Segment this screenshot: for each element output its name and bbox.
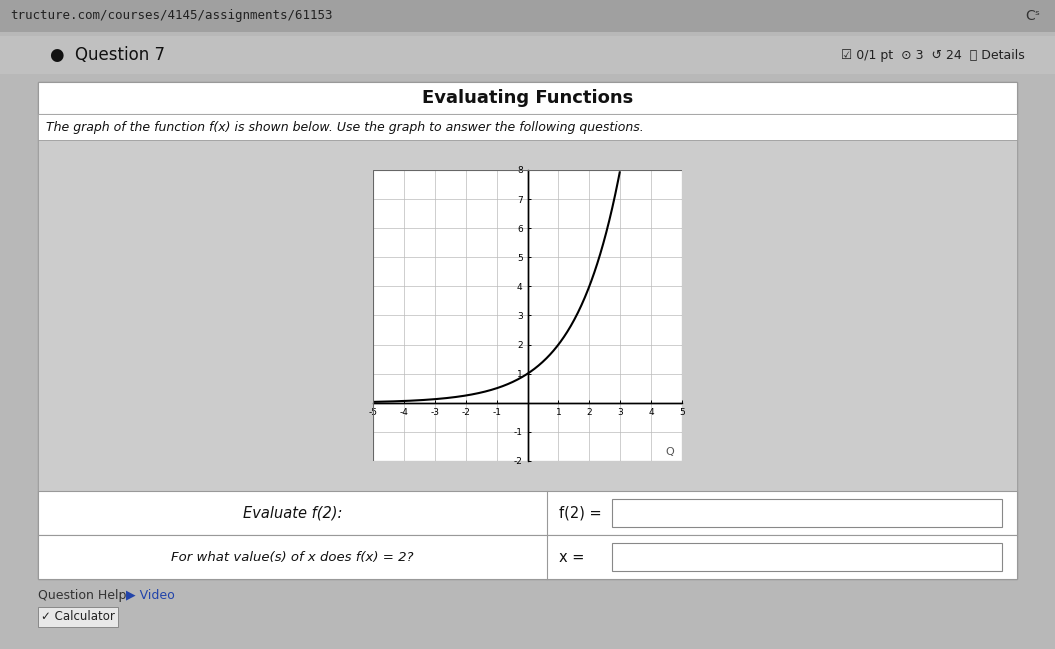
- Text: ●  Question 7: ● Question 7: [50, 46, 165, 64]
- Text: ✓ Calculator: ✓ Calculator: [41, 611, 115, 624]
- Bar: [612, 499, 1002, 527]
- Text: Evaluating Functions: Evaluating Functions: [422, 89, 633, 107]
- Text: Evaluate f(2):: Evaluate f(2):: [243, 506, 342, 520]
- Bar: [0, 36, 1055, 74]
- Text: For what value(s) of x does f(x) = 2?: For what value(s) of x does f(x) = 2?: [171, 550, 414, 563]
- Text: Q: Q: [666, 447, 674, 458]
- Text: Question Help:: Question Help:: [38, 589, 131, 602]
- Bar: [612, 543, 1002, 571]
- Text: x =: x =: [559, 550, 584, 565]
- Text: ▶ Video: ▶ Video: [126, 589, 175, 602]
- Bar: [38, 114, 1017, 140]
- Bar: [38, 535, 1017, 579]
- Bar: [38, 82, 1017, 114]
- Bar: [38, 140, 1017, 491]
- Text: f(2) =: f(2) =: [559, 506, 601, 520]
- Bar: [0, 0, 1055, 32]
- Bar: [38, 491, 1017, 535]
- Text: ☑ 0/1 pt  ⊙ 3  ↺ 24  ⓘ Details: ☑ 0/1 pt ⊙ 3 ↺ 24 ⓘ Details: [841, 49, 1025, 62]
- Bar: [38, 82, 1017, 579]
- Bar: [38, 607, 118, 627]
- Text: The graph of the function f(x) is shown below. Use the graph to answer the follo: The graph of the function f(x) is shown …: [46, 121, 644, 134]
- Text: tructure.com/courses/4145/assignments/61153: tructure.com/courses/4145/assignments/61…: [9, 10, 332, 23]
- Text: Cˢ: Cˢ: [1025, 9, 1040, 23]
